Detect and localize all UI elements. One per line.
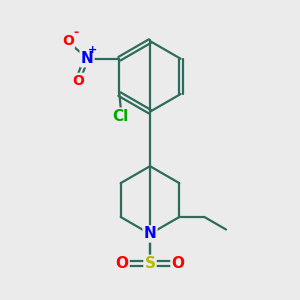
Text: O: O xyxy=(62,34,74,48)
Text: N: N xyxy=(81,51,93,66)
Text: -: - xyxy=(74,26,79,39)
Text: O: O xyxy=(116,256,128,271)
Text: O: O xyxy=(72,74,84,88)
Text: Cl: Cl xyxy=(113,109,129,124)
Text: S: S xyxy=(145,256,155,271)
Text: O: O xyxy=(172,256,184,271)
Text: +: + xyxy=(88,46,98,56)
Text: N: N xyxy=(144,226,156,242)
